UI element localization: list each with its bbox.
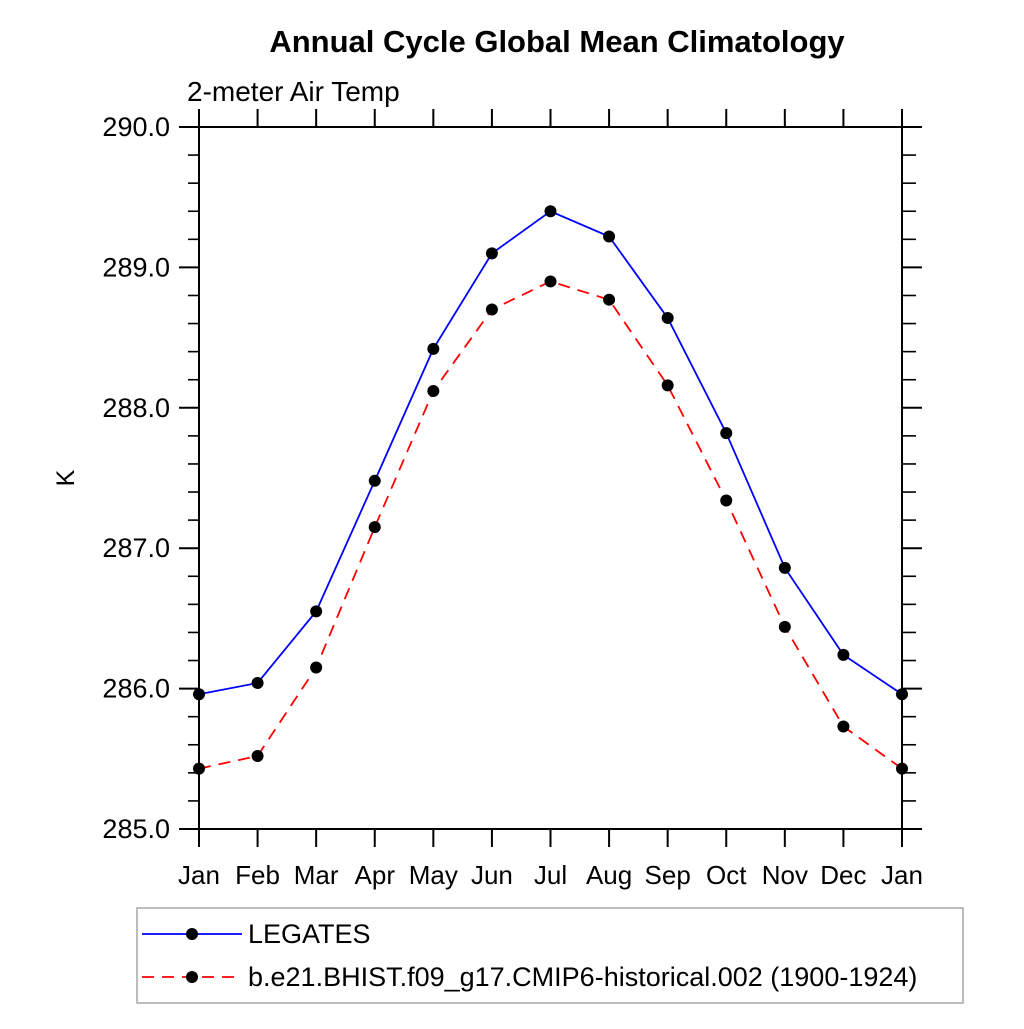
model-marker — [193, 762, 205, 775]
x-axis-tick-label: Jan — [881, 860, 923, 890]
legend-marker-sample — [186, 971, 198, 983]
legend-label-model: b.e21.BHIST.f09_g17.CMIP6-historical.002… — [248, 962, 917, 992]
plot-area: 285.0 286.0 287.0 288.0 289.0 290.0 Jan Feb Mar A… — [102, 109, 923, 890]
x-axis-tick-label: Mar — [294, 860, 339, 890]
plot-frame — [198, 126, 903, 830]
y-axis-tick-label: 288.0 — [102, 393, 170, 423]
legates-marker — [485, 247, 498, 260]
model-marker — [485, 303, 498, 316]
legend-marker-sample — [186, 928, 198, 940]
legates-marker — [837, 648, 850, 661]
x-axis-tick-label: Sep — [645, 860, 691, 890]
x-axis-tick-label: Nov — [762, 860, 808, 890]
x-axis-tick-label: Jan — [178, 860, 220, 890]
x-axis-tick-label: May — [409, 860, 458, 890]
legend-swatches — [142, 928, 242, 983]
x-axis-tick-label: Dec — [820, 860, 866, 890]
legates-marker — [427, 342, 440, 355]
y-axis-tick-label: 287.0 — [102, 533, 170, 563]
legend: LEGATES b.e21.BHIST.f09_g17.CMIP6-histor… — [136, 907, 964, 1004]
legates-marker — [896, 688, 908, 701]
x-axis-tick-label: Aug — [586, 860, 632, 890]
legates-marker — [544, 205, 557, 218]
x-axis-tick-label: Oct — [706, 860, 747, 890]
y-axis-tick-label: 290.0 — [102, 112, 170, 142]
y-axis-unit-label: K — [52, 469, 80, 486]
y-axis-tick-label: 285.0 — [102, 814, 170, 844]
chart-subtitle: 2-meter Air Temp — [187, 76, 400, 107]
legates-marker — [603, 230, 616, 243]
legates-marker — [193, 688, 205, 701]
legates-marker — [251, 676, 264, 689]
legates-marker — [720, 427, 733, 440]
x-axis-tick-label: Apr — [355, 860, 396, 890]
model-marker — [778, 620, 791, 633]
model-marker — [720, 494, 733, 507]
x-axis-tick-label: Jun — [471, 860, 513, 890]
model-marker — [251, 749, 264, 762]
model-marker — [427, 384, 440, 397]
model-marker — [896, 762, 908, 775]
y-axis-tick-label: 289.0 — [102, 252, 170, 282]
model-marker — [544, 275, 557, 288]
x-axis-tick-label: Jul — [534, 860, 567, 890]
model-marker — [310, 661, 323, 674]
model-marker — [368, 521, 381, 534]
x-axis-tick-label: Feb — [235, 860, 280, 890]
model-marker — [837, 720, 850, 733]
y-axis-tick-label: 286.0 — [102, 674, 170, 704]
model-marker — [661, 379, 674, 392]
legend-label-legates: LEGATES — [248, 919, 371, 949]
model-line — [198, 280, 903, 770]
legates-marker — [368, 474, 381, 487]
chart-title: Annual Cycle Global Mean Climatology — [269, 24, 845, 59]
model-marker — [603, 293, 616, 306]
legates-marker — [310, 605, 323, 618]
legend-box — [136, 907, 964, 1004]
legates-marker — [661, 311, 674, 324]
legates-marker — [778, 561, 791, 574]
